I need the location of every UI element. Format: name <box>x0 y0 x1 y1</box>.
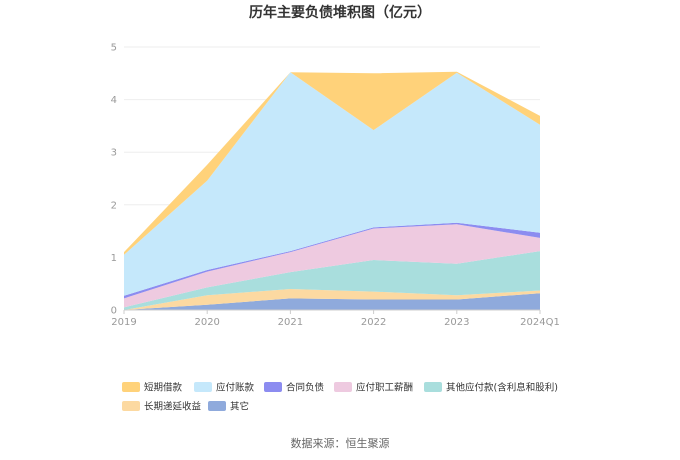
legend-item[interactable]: 其他应付款(含利息和股利) <box>424 382 558 394</box>
legend-swatch <box>334 382 352 392</box>
legend-label: 应付账款 <box>216 382 255 394</box>
x-tick-label: 2023 <box>444 317 469 328</box>
y-tick-label: 5 <box>111 43 117 54</box>
y-tick-label: 0 <box>111 306 117 317</box>
legend: 短期借款 应付账款 合同负债 应付职工薪酬 其他应付款(含利息和股利) 长期递延收益 其它 <box>122 382 558 413</box>
x-tick-label: 2019 <box>111 317 136 328</box>
legend-item[interactable]: 应付职工薪酬 <box>334 382 413 394</box>
legend-swatch <box>264 382 282 392</box>
area-长期递延收益 <box>124 289 540 310</box>
y-tick-label: 2 <box>111 200 117 211</box>
y-tick-label: 4 <box>111 95 117 106</box>
legend-item[interactable]: 短期借款 <box>122 382 183 394</box>
legend-label: 其它 <box>230 401 249 413</box>
legend-swatch <box>424 382 442 392</box>
area-其他应付款(含利息和股利) <box>124 251 540 310</box>
legend-item[interactable]: 合同负债 <box>264 382 325 394</box>
legend-swatch <box>122 382 140 392</box>
y-tick-label: 1 <box>111 253 117 264</box>
legend-swatch <box>194 382 212 392</box>
legend-swatch <box>122 401 140 411</box>
legend-label: 应付职工薪酬 <box>356 382 413 394</box>
legend-label: 长期递延收益 <box>144 401 202 413</box>
legend-swatch <box>208 401 226 411</box>
y-tick-label: 3 <box>111 148 117 159</box>
x-tick-label: 2021 <box>278 317 303 328</box>
area-合同负债 <box>124 222 540 299</box>
area-其它 <box>124 293 540 310</box>
legend-label: 合同负债 <box>286 382 325 394</box>
area-应付职工薪酬 <box>124 224 540 308</box>
legend-item[interactable]: 其它 <box>208 401 249 413</box>
area-series <box>124 71 540 310</box>
x-tick-label: 2020 <box>194 317 219 328</box>
area-应付账款 <box>124 72 540 296</box>
x-tick-label: 2024Q1 <box>520 317 560 328</box>
legend-item[interactable]: 应付账款 <box>194 382 255 394</box>
x-tick-label: 2022 <box>361 317 386 328</box>
legend-label: 其他应付款(含利息和股利) <box>446 382 558 394</box>
axes: 0 1 2 3 4 5 2019 2020 2021 2022 2023 2024Q1 <box>111 43 560 329</box>
legend-label: 短期借款 <box>144 382 183 394</box>
data-source: 数据来源：恒生聚源 <box>291 436 390 450</box>
legend-item[interactable]: 长期递延收益 <box>122 401 202 413</box>
chart-title: 历年主要负债堆积图（亿元） <box>249 4 431 21</box>
